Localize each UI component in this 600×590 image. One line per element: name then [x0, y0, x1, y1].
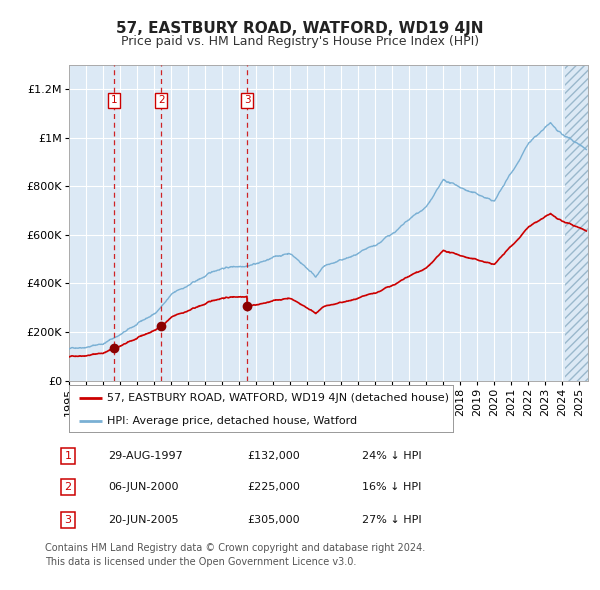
- Text: 1: 1: [111, 95, 118, 105]
- Text: £132,000: £132,000: [247, 451, 300, 461]
- Text: 57, EASTBURY ROAD, WATFORD, WD19 4JN (detached house): 57, EASTBURY ROAD, WATFORD, WD19 4JN (de…: [107, 393, 449, 403]
- Text: 06-JUN-2000: 06-JUN-2000: [108, 483, 178, 492]
- Text: 3: 3: [244, 95, 250, 105]
- Text: 57, EASTBURY ROAD, WATFORD, WD19 4JN: 57, EASTBURY ROAD, WATFORD, WD19 4JN: [116, 21, 484, 35]
- Text: 2: 2: [158, 95, 165, 105]
- Text: 3: 3: [64, 515, 71, 525]
- Text: 1: 1: [64, 451, 71, 461]
- Text: Price paid vs. HM Land Registry's House Price Index (HPI): Price paid vs. HM Land Registry's House …: [121, 35, 479, 48]
- Text: Contains HM Land Registry data © Crown copyright and database right 2024.
This d: Contains HM Land Registry data © Crown c…: [45, 543, 425, 567]
- Text: 29-AUG-1997: 29-AUG-1997: [108, 451, 182, 461]
- Text: HPI: Average price, detached house, Watford: HPI: Average price, detached house, Watf…: [107, 417, 358, 427]
- Bar: [565, 65, 588, 381]
- Text: 2: 2: [64, 483, 71, 492]
- Text: £225,000: £225,000: [247, 483, 300, 492]
- Text: 20-JUN-2005: 20-JUN-2005: [108, 515, 178, 525]
- Text: 16% ↓ HPI: 16% ↓ HPI: [362, 483, 421, 492]
- Text: 24% ↓ HPI: 24% ↓ HPI: [362, 451, 421, 461]
- Text: 27% ↓ HPI: 27% ↓ HPI: [362, 515, 421, 525]
- Text: £305,000: £305,000: [247, 515, 299, 525]
